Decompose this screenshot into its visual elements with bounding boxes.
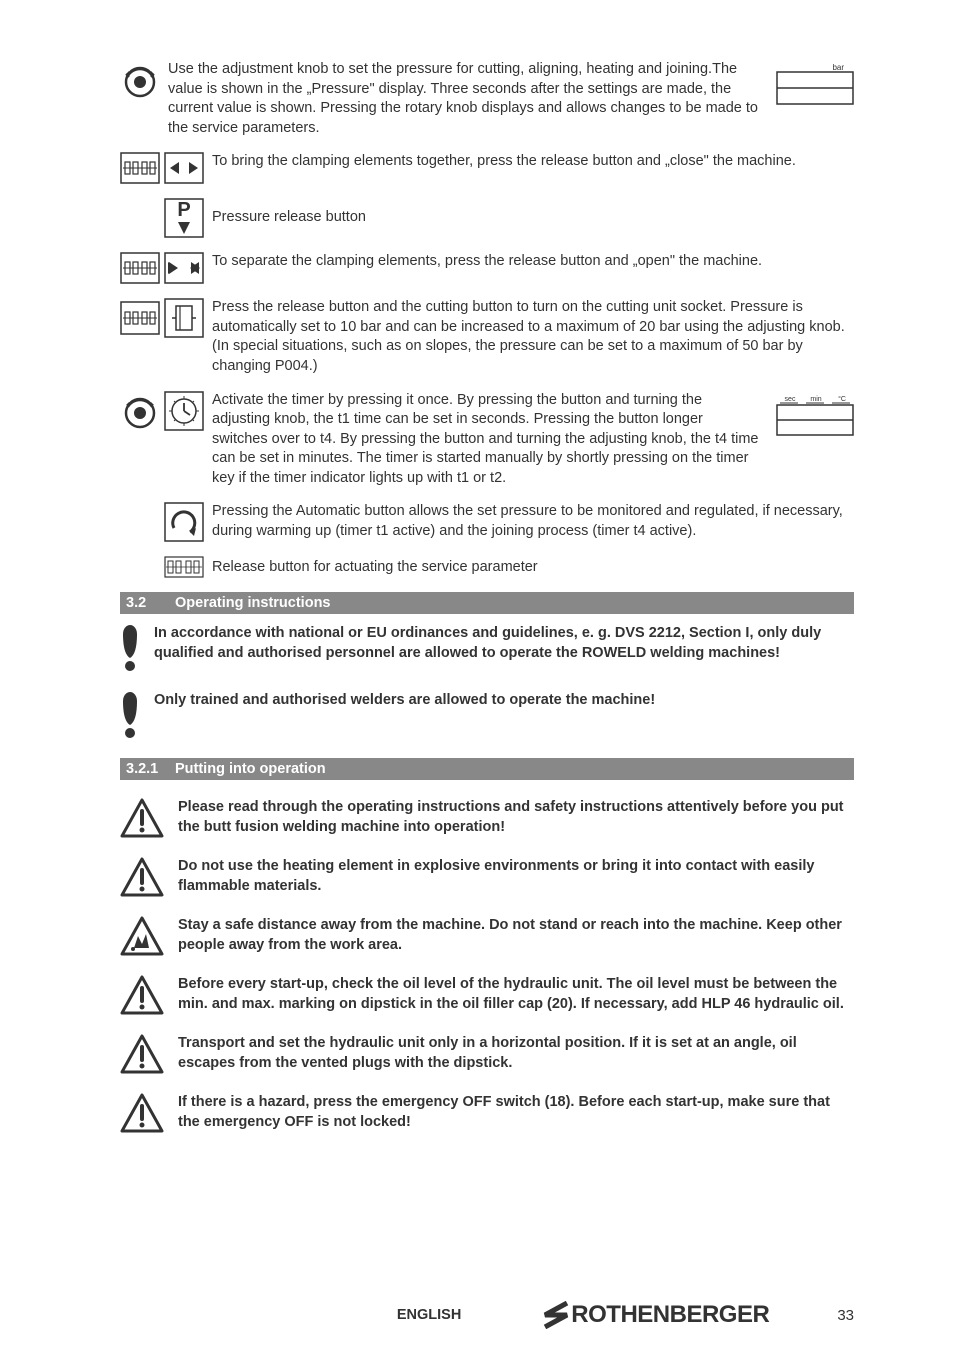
warning-text: If there is a hazard, press the emergenc… — [178, 1093, 854, 1132]
svg-text:°C: °C — [838, 395, 846, 403]
clamp-machine-small-icon — [164, 556, 204, 578]
warning-text: Only trained and authorised welders are … — [154, 691, 854, 711]
page-number: 33 — [837, 1307, 854, 1324]
footer-language: ENGLISH — [397, 1307, 461, 1323]
cutting-unit-icon — [164, 298, 204, 338]
automatic-icon — [164, 502, 204, 542]
timer-display-icon: sec min °C — [776, 391, 854, 444]
instruction-text: Pressure release button — [212, 208, 854, 228]
warning-triangle-icon — [120, 975, 164, 1020]
timer-icon — [164, 391, 204, 431]
instruction-text: Activate the timer by pressing it once. … — [212, 391, 762, 489]
section-number: 3.2.1 — [120, 761, 175, 777]
instruction-text: To bring the clamping elements together,… — [212, 152, 854, 172]
clamp-machine-icon — [120, 298, 160, 338]
rotary-knob-icon — [120, 60, 160, 100]
section-number: 3.2 — [120, 595, 175, 611]
close-arrows-icon — [164, 152, 204, 184]
brand-name: ROTHENBERGER — [571, 1301, 769, 1329]
exclamation-icon — [120, 624, 140, 677]
svg-text:bar: bar — [832, 63, 844, 72]
warning-triangle-icon — [120, 1034, 164, 1079]
warning-text: Please read through the operating instru… — [178, 798, 854, 837]
clamp-machine-icon — [120, 152, 160, 184]
svg-text:P: P — [177, 199, 190, 221]
warning-text: Transport and set the hydraulic unit onl… — [178, 1034, 854, 1073]
section-title: Operating instructions — [175, 595, 854, 611]
brand-logo: ROTHENBERGER — [541, 1301, 769, 1329]
instruction-text: Release button for actuating the service… — [212, 558, 854, 578]
warning-text: Do not use the heating element in explos… — [178, 857, 854, 896]
warning-text: In accordance with national or EU ordina… — [154, 624, 854, 663]
warning-text: Before every start-up, check the oil lev… — [178, 975, 854, 1014]
svg-text:min: min — [810, 396, 821, 403]
warning-triangle-hand-icon — [120, 916, 164, 961]
svg-text:sec: sec — [785, 396, 796, 403]
instruction-text: Press the release button and the cutting… — [212, 298, 854, 376]
warning-triangle-icon — [120, 1093, 164, 1138]
section-header: 3.2.1 Putting into operation — [120, 758, 854, 780]
warning-text: Stay a safe distance away from the machi… — [178, 916, 854, 955]
pressure-release-icon: P — [164, 198, 204, 238]
open-arrows-icon — [164, 252, 204, 284]
instruction-text: Pressing the Automatic button allows the… — [212, 502, 854, 541]
exclamation-icon — [120, 691, 140, 744]
warning-triangle-icon — [120, 857, 164, 902]
section-title: Putting into operation — [175, 761, 854, 777]
instruction-text: Use the adjustment knob to set the press… — [168, 60, 762, 138]
rotary-knob-icon — [120, 391, 160, 431]
pressure-display-icon: bar — [776, 60, 854, 113]
instruction-text: To separate the clamping elements, press… — [212, 252, 854, 272]
warning-triangle-icon — [120, 798, 164, 843]
clamp-machine-icon — [120, 252, 160, 284]
section-header: 3.2 Operating instructions — [120, 592, 854, 614]
